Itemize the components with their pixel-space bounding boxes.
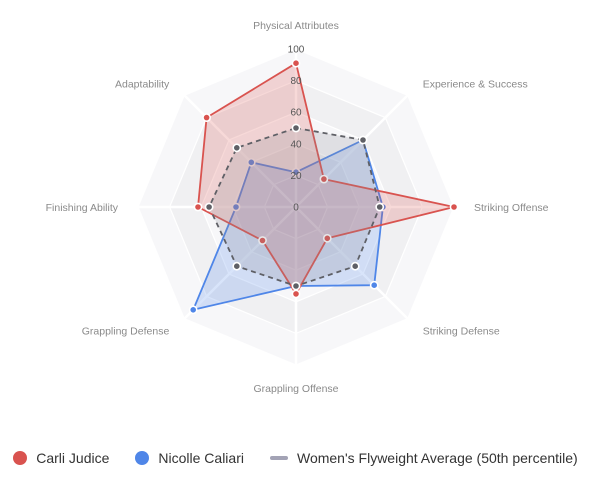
axis-label-experience-success: Experience & Success: [423, 78, 528, 90]
tick-label-0: 0: [293, 203, 299, 214]
axis-labels: Physical Attributes Experience & Success S…: [46, 20, 549, 395]
legend: Carli Judice Nicolle Caliari Women's Fly…: [0, 446, 591, 470]
axis-label-grappling-offense: Grappling Offense: [253, 383, 338, 395]
data-point-nicolle-caliari-adaptability: [246, 157, 256, 167]
legend-marker-flyweight-average: [269, 456, 288, 460]
tick-label-80: 80: [290, 76, 302, 87]
radar-grid: [137, 48, 455, 366]
data-point-women-s-flyweight-average-50th-percentile-striking-offense: [375, 202, 385, 212]
tick-label-60: 60: [290, 108, 302, 119]
axis-spoke: [295, 94, 409, 208]
axis-label-striking-defense: Striking Defense: [423, 326, 500, 338]
data-point-carli-judice-physical-attributes: [291, 58, 301, 68]
legend-marker-carli-judice: [13, 451, 28, 465]
data-point-carli-judice-grappling-defense: [258, 236, 267, 245]
tick-label-20: 20: [290, 171, 302, 182]
legend-item-carli-judice[interactable]: Carli Judice: [13, 450, 109, 466]
legend-item-flyweight-average[interactable]: Women's Flyweight Average (50th percenti…: [269, 450, 578, 466]
axis-label-physical-attributes: Physical Attributes: [253, 20, 339, 32]
data-point-women-s-flyweight-average-50th-percentile-adaptability: [232, 143, 242, 153]
tick-label-100: 100: [288, 45, 305, 56]
tick-label-40: 40: [290, 139, 302, 150]
data-point-women-s-flyweight-average-50th-percentile-finishing-ability: [204, 202, 214, 212]
data-point-carli-judice-adaptability: [202, 113, 211, 122]
axis-label-grappling-defense: Grappling Defense: [82, 326, 170, 338]
legend-label-flyweight-average: Women's Flyweight Average (50th percenti…: [296, 450, 578, 466]
data-point-women-s-flyweight-average-50th-percentile-physical-attributes: [291, 123, 301, 133]
data-point-carli-judice-striking-offense: [449, 202, 459, 212]
axis-spoke: [183, 94, 297, 208]
legend-item-nicolle-caliari[interactable]: Nicolle Caliari: [135, 450, 244, 466]
axis-label-adaptability: Adaptability: [115, 78, 170, 90]
series-carli-judice: [193, 58, 459, 299]
axis-label-striking-offense: Striking Offense: [474, 202, 549, 214]
data-point-nicolle-caliari-physical-attributes: [291, 167, 301, 177]
series-women-s-flyweight-average-50th-percentile: [204, 123, 385, 291]
legend-label-carli-judice: Carli Judice: [36, 450, 110, 466]
data-point-carli-judice-grappling-offense: [291, 289, 301, 299]
data-series: [188, 58, 459, 315]
axis-spoke: [295, 206, 409, 320]
legend-label-nicolle-caliari: Nicolle Caliari: [158, 450, 244, 466]
legend-marker-nicolle-caliari: [135, 451, 150, 465]
data-point-women-s-flyweight-average-50th-percentile-grappling-defense: [232, 261, 242, 271]
data-point-women-s-flyweight-average-50th-percentile-experience-success: [358, 135, 368, 145]
data-point-women-s-flyweight-average-50th-percentile-striking-defense: [350, 261, 360, 271]
data-point-women-s-flyweight-average-50th-percentile-grappling-offense: [291, 281, 301, 291]
tick-labels: 0 20 40 60 80 100: [288, 45, 305, 214]
data-point-nicolle-caliari-finishing-ability: [231, 202, 241, 212]
data-point-carli-judice-finishing-ability: [193, 202, 203, 212]
data-point-carli-judice-experience-success: [319, 174, 329, 184]
data-point-nicolle-caliari-grappling-defense: [188, 305, 198, 315]
axis-label-finishing-ability: Finishing Ability: [46, 202, 119, 214]
data-point-carli-judice-striking-defense: [322, 233, 332, 243]
data-point-nicolle-caliari-striking-defense: [369, 280, 379, 290]
axis-spoke: [183, 206, 297, 320]
